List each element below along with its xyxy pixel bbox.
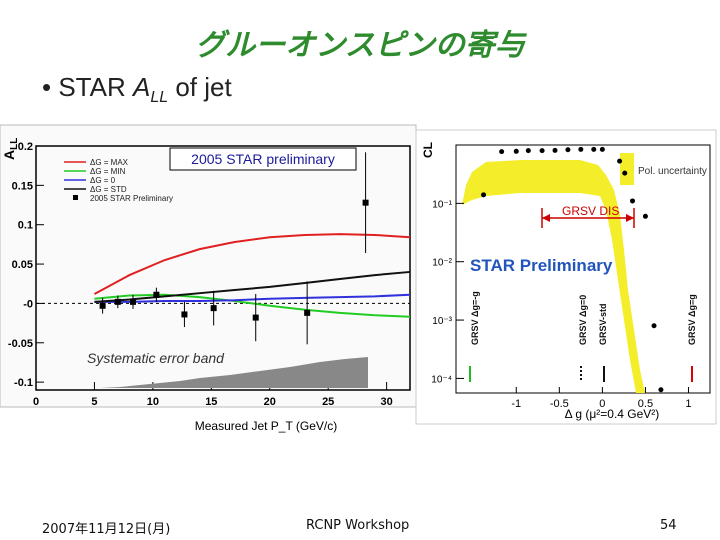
cl-datapoint (622, 170, 628, 176)
cl-datapoint (539, 148, 545, 154)
star-preliminary-label: STAR Preliminary (470, 256, 613, 275)
left-xtick-label: 20 (264, 396, 276, 408)
footer-date: 2007年11月12日(月) (42, 522, 171, 537)
bullet-text: • STAR ALL of jet (42, 72, 232, 107)
pol-uncertainty-label: Pol. uncertainty (638, 166, 707, 177)
model-label-dg-minus-g: GRSV Δg=-g (470, 291, 480, 345)
right-xtick-label: 0 (599, 398, 605, 410)
cl-datapoint (552, 147, 558, 153)
left-xtick-label: 30 (381, 396, 393, 408)
slide-title: グルーオンスピンの寄与 (195, 28, 525, 63)
cl-datapoint (651, 323, 657, 329)
cl-datapoint (617, 158, 623, 164)
grsv-dis-right-arrowhead (626, 214, 634, 222)
cl-datapoint (591, 146, 597, 152)
curve--g-min (94, 293, 411, 318)
legend-label: ΔG = MAX (90, 158, 129, 167)
right-xlabel: Δ g (μ²=0.4 GeV²) (565, 407, 660, 421)
curve--g-max (93, 233, 411, 295)
chart-title: 2005 STAR preliminary (191, 151, 335, 167)
left-datapoint (153, 291, 160, 298)
left-ytick-label: 0.1 (18, 220, 33, 232)
cl-datapoint (642, 213, 648, 219)
cl-datapoint (499, 149, 505, 155)
left-ytick-label: 0.2 (18, 141, 33, 153)
right-axes-box (455, 144, 711, 394)
right-ytick-label: 10⁻³ (432, 316, 452, 327)
left-datapoint (114, 298, 121, 305)
left-datapoint (130, 298, 137, 305)
legend-swatch-point (73, 195, 78, 200)
right-xtick-label: 0.5 (638, 398, 653, 410)
footer-center: RCNP Workshop (306, 518, 410, 533)
cl-datapoint (578, 146, 584, 152)
model-label-dg-g: GRSV Δg=g (687, 294, 697, 345)
curve--g-std (94, 270, 411, 303)
right-plot-frame (415, 129, 717, 425)
cl-datapoint (525, 148, 531, 154)
legend-label: 2005 STAR Preliminary (90, 194, 173, 203)
curve--g-0 (94, 293, 411, 303)
systematic-error-label: Systematic error band (87, 350, 225, 366)
pol-uncertainty-swatch (620, 153, 634, 185)
left-ytick-label: -0 (23, 298, 33, 310)
left-ytick-label: 0.15 (12, 180, 33, 192)
chart-title-box (169, 147, 357, 171)
grsv-dis-left-arrowhead (542, 214, 550, 222)
left-datapoint (304, 309, 311, 316)
legend-label: ΔG = 0 (90, 176, 116, 185)
left-xlabel: Measured Jet P_T (GeV/c) (195, 419, 338, 433)
right-ytick-label: 10⁻⁴ (431, 374, 452, 385)
cl-datapoint (658, 387, 664, 393)
left-datapoint (252, 314, 259, 321)
legend-label: ΔG = MIN (90, 167, 126, 176)
left-xtick-label: 15 (205, 396, 217, 408)
model-label-dg-0: GRSV Δg=0 (578, 295, 588, 345)
cl-datapoint (513, 148, 519, 154)
cl-datapoint (481, 192, 487, 198)
left-datapoint (362, 199, 369, 206)
left-xtick-label: 25 (322, 396, 334, 408)
left-ytick-label: -0.1 (14, 377, 33, 389)
right-ytick-label: 10⁻¹ (432, 199, 452, 210)
left-xtick-label: 5 (91, 396, 97, 408)
right-ylabel: CL (421, 142, 435, 158)
cl-datapoint (599, 146, 605, 152)
cl-datapoint (565, 147, 571, 153)
left-ytick-label: -0.05 (8, 338, 33, 350)
cl-yellow-band (462, 160, 645, 393)
left-axes-box (35, 145, 411, 391)
right-ytick-label: 10⁻² (432, 258, 452, 269)
left-ytick-label: 0.05 (12, 259, 33, 271)
cl-datapoint (630, 198, 636, 204)
right-xtick-label: -0.5 (550, 398, 569, 410)
grsv-dis-label: GRSV DIS (562, 204, 619, 218)
right-xtick-label: -1 (511, 398, 521, 410)
model-label-std: GRSV-std (598, 303, 608, 345)
left-xtick-label: 0 (33, 396, 39, 408)
systematic-error-band (100, 357, 368, 388)
left-datapoint (181, 311, 188, 318)
legend-label: ΔG = STD (90, 185, 127, 194)
footer-page: 54 (660, 518, 677, 533)
left-datapoint (210, 305, 217, 312)
left-datapoint (99, 302, 106, 309)
left-xtick-label: 10 (147, 396, 159, 408)
right-xtick-label: 1 (685, 398, 691, 410)
